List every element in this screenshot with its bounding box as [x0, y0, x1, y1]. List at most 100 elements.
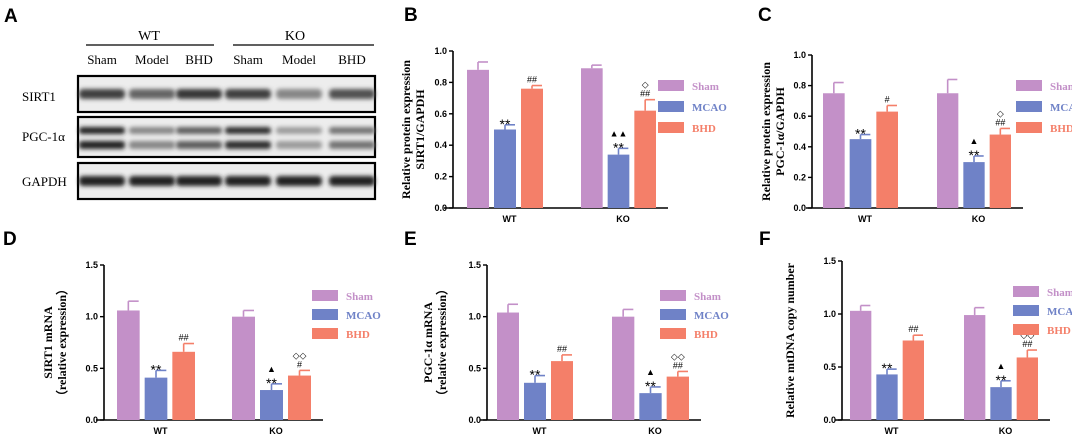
chart-panel-f: F 0.0 0.5 1.0 1.5 Relative mtDNA copy number *… [759, 229, 1072, 436]
bar-sham-wt [117, 310, 140, 420]
blot-frame-1 [76, 115, 377, 159]
bar-bhd-ko [634, 110, 656, 208]
significance-mark: ## [1022, 339, 1032, 349]
significance-mark: ## [179, 333, 189, 343]
y-axis-label: Relative mtDNA copy number [783, 262, 797, 418]
blot-rows [76, 74, 377, 201]
y-axis-label-line: PGC-1α/GAPDH [773, 86, 787, 175]
significance-mark: ## [640, 89, 650, 99]
y-tick-label: 0.5 [823, 362, 836, 372]
panel-label-e: E [404, 229, 417, 250]
significance-mark: ** [996, 372, 1007, 388]
y-tick-label: 0.2 [434, 172, 447, 182]
y-tick-label: 0.6 [434, 109, 447, 119]
y-tick-label: 1.5 [85, 260, 98, 270]
y-tick-label: 1.0 [793, 50, 806, 60]
blot-band [129, 127, 175, 134]
bar-sham-wt [467, 69, 489, 208]
legend-swatch-mcao [658, 101, 684, 112]
significance-mark: ** [645, 378, 656, 394]
blot-band [276, 176, 322, 186]
chart-panel-c: C 0.0 0.2 0.4 0.6 0.8 1.0 Relative protein expr… [758, 5, 1072, 224]
significance-mark: ▲▲ [610, 128, 628, 138]
legend-swatch-sham [658, 80, 684, 91]
bar-mcao-wt [849, 139, 872, 208]
chart-panel-d: D 0.0 0.5 1.0 1.5 SIRT1 mRNA（relative express… [3, 229, 381, 436]
y-tick-label: 0.4 [434, 140, 447, 150]
bar-mcao-wt [494, 129, 516, 208]
bar-mcao-ko [963, 162, 985, 208]
legend-label-bhd: BHD [694, 329, 718, 341]
significance-mark: ▲ [970, 136, 979, 146]
lane-label-6: BHD [338, 52, 365, 67]
significance-mark: ** [969, 147, 980, 163]
blot-band [329, 141, 375, 149]
y-axis-label-line: PGC-1α mRNA [421, 302, 435, 383]
significance-mark: ◇ [997, 108, 1004, 118]
blot-band [225, 176, 271, 186]
lane-label-2: Model [135, 52, 169, 67]
bar-bhd-ko [288, 375, 311, 420]
legend-swatch-mcao [1013, 305, 1039, 316]
bar-bhd-wt [902, 340, 924, 420]
bar-mcao-wt [144, 377, 168, 420]
bar-mcao-ko [607, 154, 630, 208]
legend-label-mcao: MCAO [1047, 306, 1072, 318]
y-tick-label: 0.0 [823, 415, 836, 425]
blot-band [225, 141, 271, 149]
x-tick-label-wt: WT [885, 426, 899, 436]
legend-swatch-bhd [660, 328, 686, 339]
y-axis-label: SIRT1 mRNA（relative expression） [41, 283, 69, 402]
blot-band [329, 176, 375, 186]
significance-mark: ◇ [642, 80, 649, 90]
y-tick-label: 1.0 [434, 46, 447, 56]
blot-band [79, 89, 125, 99]
bar-sham-ko [612, 316, 635, 420]
x-tick-label-wt: WT [154, 426, 168, 436]
x-tick-label-ko: KO [999, 426, 1013, 436]
western-blot-panel: A WT KO Sham Model BHD Sham Model BHD SI… [4, 6, 377, 201]
blot-band [276, 89, 322, 99]
significance-mark: ** [151, 361, 162, 377]
y-axis-label: PGC-1α mRNA（relative expression） [421, 283, 449, 402]
significance-mark: ** [613, 139, 624, 155]
y-tick-label: 0.5 [85, 363, 98, 373]
bar-mcao-ko [260, 390, 283, 420]
y-tick-label: 0.2 [793, 172, 806, 182]
bar-charts: B 0.0 0.2 0.4 0.6 0.8 1.0 Relative protein expr… [3, 5, 1072, 436]
significance-mark: ▲ [267, 364, 276, 374]
bar-bhd-wt [876, 111, 898, 208]
blot-band [176, 176, 222, 186]
blot-label-gapdh: GAPDH [22, 174, 67, 189]
significance-mark: ## [908, 324, 918, 334]
legend-swatch-bhd [1016, 122, 1042, 133]
bar-bhd-wt [172, 351, 195, 420]
significance-mark: ** [882, 360, 893, 376]
significance-mark: ◇◇ [1020, 330, 1034, 340]
bar-sham-wt [850, 310, 872, 420]
significance-mark: ** [855, 126, 866, 142]
x-tick-label-wt: WT [503, 214, 517, 224]
panel-label-d: D [3, 229, 17, 250]
legend-swatch-sham [1016, 80, 1042, 91]
bar-sham-ko [964, 315, 986, 420]
legend-label-sham: Sham [346, 291, 373, 303]
lane-label-1: Sham [87, 52, 117, 67]
significance-mark: ◇◇ [293, 350, 307, 360]
bar-sham-wt [497, 312, 519, 420]
legend-swatch-mcao [660, 309, 686, 320]
legend-swatch-bhd [1013, 324, 1039, 335]
blot-band [79, 127, 125, 134]
blot-label-sirt1: SIRT1 [22, 89, 56, 104]
legend-label-bhd: BHD [692, 123, 716, 135]
significance-mark: ◇◇ [671, 351, 685, 361]
y-axis-label-line: Relative mtDNA copy number [783, 262, 797, 418]
legend-label-sham: Sham [1050, 81, 1072, 93]
bar-sham-ko [581, 68, 603, 209]
y-axis-label-line: Relative protein expression [399, 60, 413, 199]
legend-swatch-sham [312, 290, 338, 301]
y-axis-label: Relative protein expressionPGC-1α/GAPDH [759, 62, 787, 201]
bar-sham-ko [232, 316, 255, 420]
blot-band [176, 89, 222, 99]
legend-swatch-sham [660, 290, 686, 301]
